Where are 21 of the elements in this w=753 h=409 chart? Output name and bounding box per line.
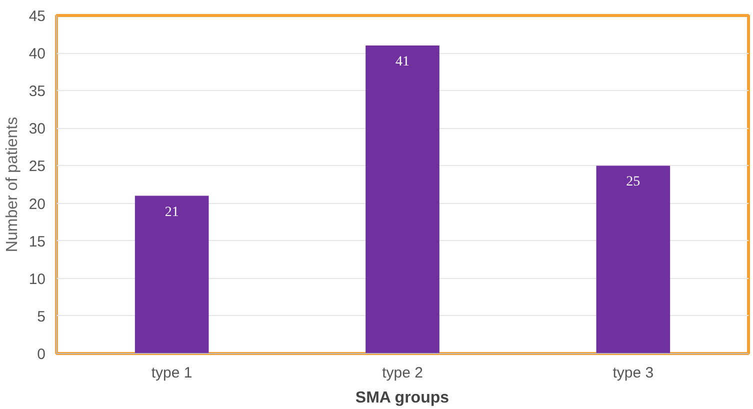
bar xyxy=(596,166,670,354)
data-label: 41 xyxy=(396,54,410,70)
y-tick-label: 25 xyxy=(28,158,46,176)
y-tick-label: 0 xyxy=(37,346,46,363)
y-tick-label: 35 xyxy=(28,83,46,100)
data-label: 25 xyxy=(626,174,640,190)
y-tick-label: 20 xyxy=(28,196,46,213)
x-tick-label: type 3 xyxy=(612,364,654,382)
y-axis-title: Number of patients xyxy=(4,116,21,252)
y-tick-label: 5 xyxy=(37,308,46,326)
x-tick-label: type 1 xyxy=(151,364,192,382)
y-tick-label: 15 xyxy=(28,233,46,250)
bar xyxy=(134,196,209,354)
data-label: 21 xyxy=(164,204,179,220)
y-tick-label: 10 xyxy=(28,270,46,288)
y-tick-label: 30 xyxy=(28,120,46,138)
y-tick-label: 40 xyxy=(28,46,46,63)
x-axis-title: SMA groups xyxy=(355,390,450,406)
bar xyxy=(366,46,440,354)
x-tick-label: type 2 xyxy=(382,364,423,382)
y-tick-label: 45 xyxy=(28,8,46,25)
